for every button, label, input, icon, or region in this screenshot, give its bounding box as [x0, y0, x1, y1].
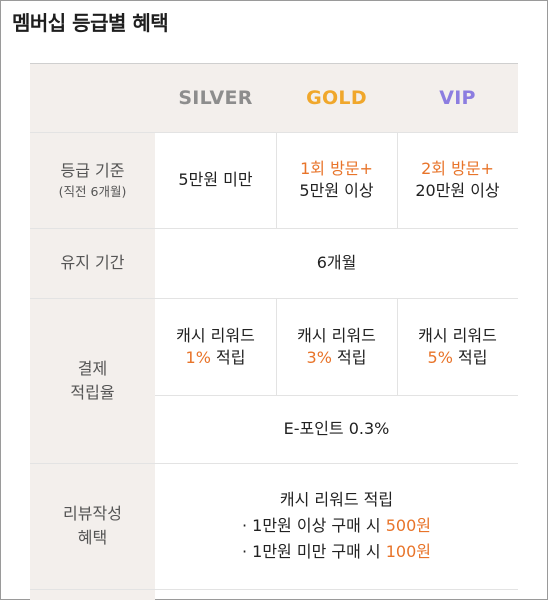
payment-gold-reward: 캐시 리워드 [297, 325, 376, 345]
row-divider [30, 228, 518, 229]
review-line2-text: · 1만원 미만 구매 시 [241, 542, 386, 561]
review-benefit-cell: 캐시 리워드 적립 · 1만원 이상 구매 시 500원 · 1만원 미만 구매… [155, 463, 518, 589]
label-column-bg [30, 132, 155, 600]
table-header-bg [30, 63, 518, 132]
col-divider [397, 132, 398, 228]
criteria-gold-amount: 5만원 이상 [299, 181, 374, 200]
criteria-vip-amount: 20만원 이상 [415, 181, 500, 200]
table-top-border [30, 63, 518, 64]
membership-table: SILVER GOLD VIP 등급 기준 (직전 6개월) 5만원 미만 1회… [30, 63, 518, 600]
review-label-line2: 혜택 [77, 528, 108, 547]
payment-vip-reward: 캐시 리워드 [418, 325, 497, 345]
payment-silver-reward: 캐시 리워드 [176, 325, 255, 345]
col-divider [276, 298, 277, 395]
review-label-line1: 리뷰작성 [63, 504, 122, 523]
period-label: 유지 기간 [60, 253, 125, 272]
payment-epoint: E-포인트 0.3% [283, 419, 390, 438]
row-divider [155, 395, 518, 396]
header-gold: GOLD [306, 86, 367, 109]
criteria-sublabel: (직전 6개월) [58, 184, 127, 199]
period-value: 6개월 [316, 253, 357, 272]
header-silver: SILVER [178, 86, 253, 109]
col-divider [276, 132, 277, 228]
criteria-gold-visits: 1회 방문+ [300, 159, 373, 178]
payment-label-line1: 결제 [77, 358, 108, 378]
review-label-cell: 리뷰작성 혜택 [30, 463, 155, 589]
row-divider [30, 132, 518, 133]
payment-silver-pct: 1% [185, 347, 211, 367]
payment-gold-suffix: 적립 [331, 347, 367, 367]
payment-vip-pct: 5% [427, 347, 453, 367]
payment-label-line2: 적립율 [70, 382, 115, 402]
page-title: 멤버십 등급별 혜택 [12, 11, 169, 35]
payment-label-cell: 결제 적립율 [30, 298, 155, 463]
payment-vip-cell: 캐시 리워드 5% 적립 [397, 298, 518, 395]
row-divider [30, 589, 518, 590]
row-divider [30, 298, 518, 299]
payment-silver-cell: 캐시 리워드 1% 적립 [155, 298, 276, 395]
header-vip: VIP [439, 86, 476, 109]
criteria-vip-visits: 2회 방문+ [421, 159, 494, 178]
payment-vip-suffix: 적립 [452, 347, 488, 367]
criteria-label: 등급 기준 [60, 161, 125, 180]
payment-silver-suffix: 적립 [210, 347, 246, 367]
criteria-vip-cell: 2회 방문+ 20만원 이상 [397, 132, 518, 228]
criteria-silver-cell: 5만원 미만 [155, 132, 276, 228]
payment-gold-pct: 3% [306, 347, 332, 367]
review-heading: 캐시 리워드 적립 [279, 490, 394, 509]
payment-gold-cell: 캐시 리워드 3% 적립 [276, 298, 397, 395]
row-divider [30, 463, 518, 464]
criteria-label-cell: 등급 기준 (직전 6개월) [30, 132, 155, 228]
review-line1-text: · 1만원 이상 구매 시 [241, 516, 386, 535]
review-line2-value: 100원 [385, 542, 431, 561]
criteria-silver: 5만원 미만 [178, 170, 253, 189]
col-divider [397, 298, 398, 395]
criteria-gold-cell: 1회 방문+ 5만원 이상 [276, 132, 397, 228]
review-line1-value: 500원 [385, 516, 431, 535]
